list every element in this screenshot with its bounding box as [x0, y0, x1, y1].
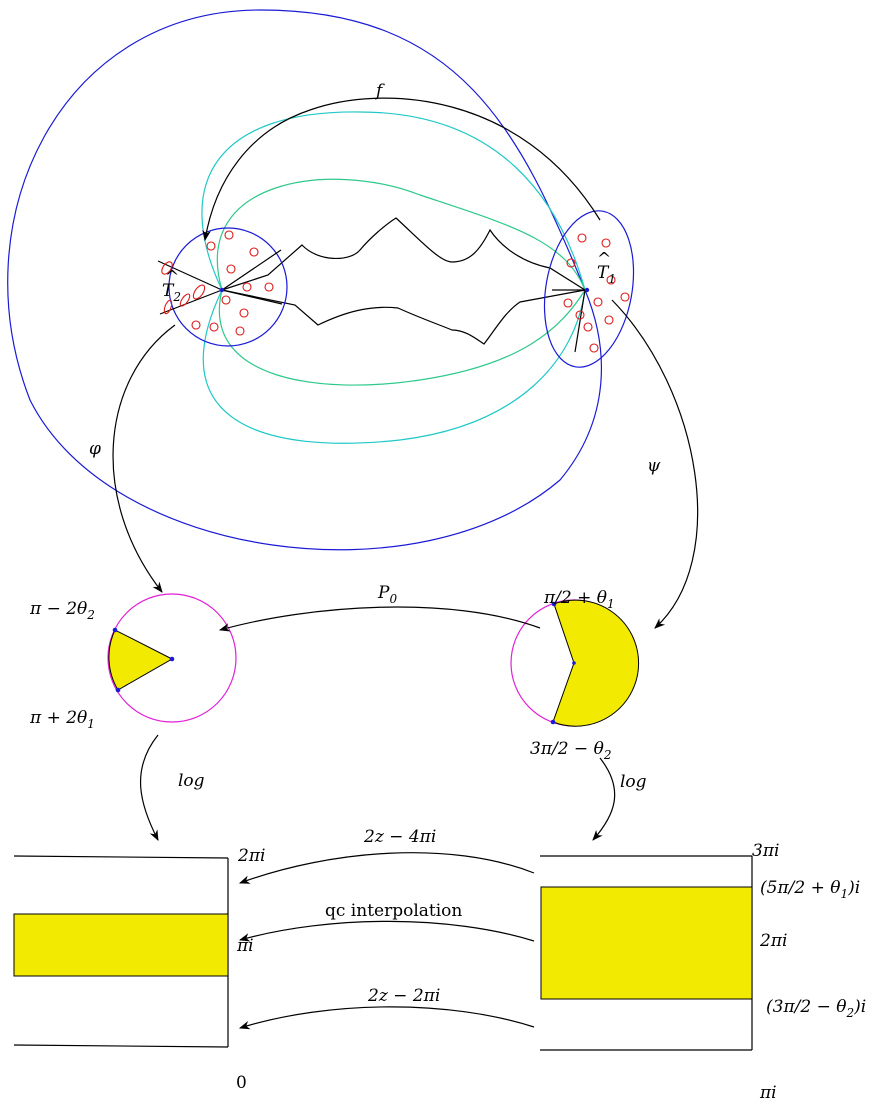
right-point-bottom	[550, 719, 556, 725]
left-yellow-band	[13, 913, 229, 977]
label-angle-right-top: π/2 + θ1	[543, 588, 615, 611]
disk-t1	[543, 210, 635, 368]
label-psi: ψ	[647, 456, 661, 476]
label-map-bottom: 2z − 2πi	[367, 986, 440, 1006]
cyan-loop-bottom	[202, 289, 586, 444]
label-angle-left-top: π − 2θ2	[29, 599, 95, 622]
left-point-bottom	[115, 687, 121, 693]
arrow-f	[202, 97, 601, 242]
t2-holes	[161, 230, 274, 336]
right-yellow-sector	[552, 599, 640, 727]
green-loop-bottom	[219, 289, 586, 386]
label-f: f	[374, 81, 385, 101]
label-t1: T1	[597, 263, 616, 286]
green-loop-top	[216, 178, 586, 291]
label-right-lower: (3π/2 − θ2)i	[766, 997, 866, 1020]
t2-ray-1	[157, 260, 223, 291]
t2-ray-4	[221, 289, 283, 305]
left-unit-disk	[107, 593, 237, 723]
arrow-phi	[112, 324, 176, 593]
arrow-map-top	[238, 852, 535, 884]
label-angle-left-bottom: π + 2θ1	[29, 708, 95, 731]
right-point-center	[572, 661, 576, 665]
right-yellow-band	[540, 886, 753, 1000]
t2-center-point	[219, 287, 225, 293]
t1-ray-2	[574, 289, 586, 353]
left-strip-bottom-line	[13, 1044, 229, 1048]
wavy-boundary-bottom	[221, 289, 586, 345]
label-right-pi: πi	[759, 1083, 777, 1103]
left-point-center	[169, 656, 175, 662]
t1-holes	[563, 233, 630, 353]
label-t2: T2	[162, 281, 181, 304]
label-left-2pi: 2πi	[237, 846, 265, 866]
arrow-map-bottom	[238, 1006, 535, 1030]
label-angle-right-bottom: 3π/2 − θ2	[530, 739, 611, 762]
right-point-top	[551, 601, 557, 607]
arrow-log-right	[592, 757, 616, 841]
label-t1-hat: ^	[597, 249, 611, 269]
label-p0: P0	[377, 583, 397, 606]
left-strip-top-line	[13, 855, 229, 859]
label-map-mid: qc interpolation	[325, 901, 462, 921]
arrow-p0	[218, 606, 541, 632]
label-phi: φ	[89, 439, 101, 459]
t1-center-point	[584, 287, 590, 293]
label-left-0: 0	[236, 1073, 247, 1093]
arrow-psi	[611, 299, 699, 629]
label-right-3pi: 3πi	[752, 841, 779, 861]
arrow-map-mid	[238, 920, 535, 942]
label-right-upper: (5π/2 + θ1)i	[760, 878, 860, 901]
left-point-top	[112, 627, 118, 633]
t2-ray-3	[221, 249, 282, 291]
label-map-top: 2z − 4πi	[363, 827, 436, 847]
arrow-log-left	[139, 734, 159, 841]
label-log-right: log	[620, 772, 647, 792]
left-yellow-sector	[108, 629, 174, 691]
disk-t2	[168, 227, 288, 347]
label-log-left: log	[178, 771, 205, 791]
label-t2-hat: ^	[165, 267, 179, 287]
cyan-loop-top	[201, 111, 586, 291]
outer-blue-curve	[7, 9, 602, 551]
wavy-boundary-top	[221, 217, 586, 291]
label-right-2pi: 2πi	[759, 931, 787, 951]
